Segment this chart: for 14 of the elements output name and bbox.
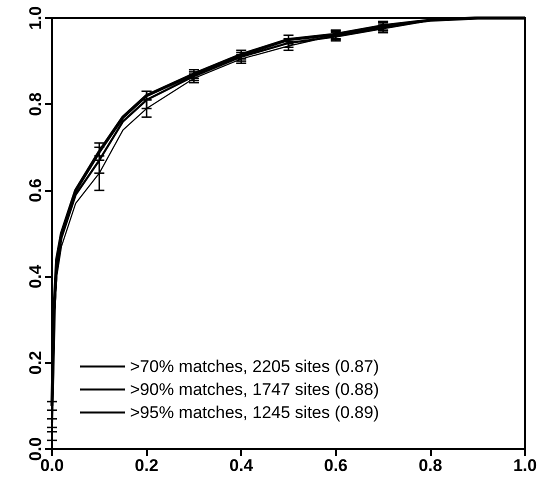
x-tick-label: 1.0: [513, 456, 537, 475]
y-tick-label: 0.4: [26, 264, 45, 288]
y-tick-label: 1.0: [26, 6, 45, 30]
legend-label: >95% matches, 1245 sites (0.89): [130, 403, 379, 422]
x-tick-label: 0.8: [418, 456, 442, 475]
x-tick-label: 0.4: [229, 456, 254, 475]
x-tick-label: 0.2: [134, 456, 158, 475]
legend-label: >70% matches, 2205 sites (0.87): [130, 357, 379, 376]
y-tick-label: 0.2: [26, 350, 45, 375]
x-tick-label: 0.0: [40, 456, 64, 475]
x-tick-label: 0.6: [324, 456, 348, 475]
legend-label: >90% matches, 1747 sites (0.88): [130, 380, 379, 399]
y-tick-label: 0.8: [26, 92, 45, 116]
y-tick-label: 0.6: [26, 178, 45, 202]
